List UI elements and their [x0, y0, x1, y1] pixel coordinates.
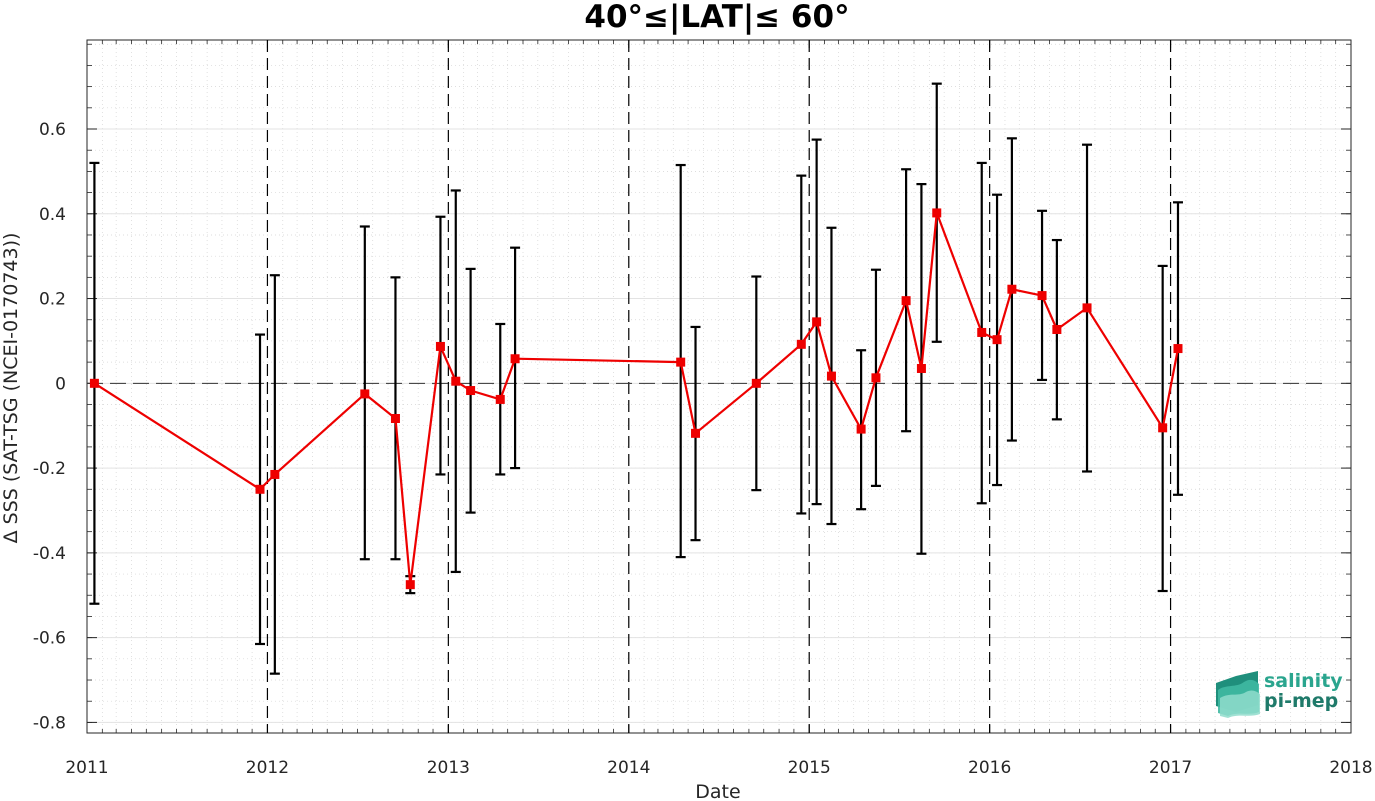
y-tick-label: -0.8 — [33, 713, 66, 733]
data-point — [405, 580, 415, 590]
data-point — [1037, 291, 1047, 301]
data-point — [390, 414, 400, 424]
data-point — [871, 373, 881, 383]
salinity-pimep-logo: salinity pi-mep — [1216, 670, 1343, 718]
x-tick-labels: 2011 2012 2013 2014 2015 2016 2017 2018 — [65, 758, 1372, 778]
data-point — [856, 424, 866, 434]
data-point — [796, 339, 806, 349]
data-point — [451, 376, 461, 386]
error-bars — [89, 82, 1183, 675]
data-point — [977, 327, 987, 337]
data-point — [1052, 324, 1062, 334]
logo-wave-icon — [1216, 671, 1260, 718]
data-point — [932, 208, 942, 218]
plot-frame — [86, 39, 1352, 734]
y-tick-label: 0.6 — [39, 120, 66, 140]
data-point — [1158, 423, 1168, 433]
series-line — [93, 211, 1180, 586]
x-tick-label: 2016 — [968, 758, 1011, 778]
data-point — [360, 389, 370, 399]
y-tick-label: -0.6 — [33, 629, 66, 649]
data-point — [901, 296, 911, 306]
x-tick-label: 2013 — [427, 758, 470, 778]
data-line — [93, 211, 1180, 586]
y-tick-label: -0.4 — [33, 544, 66, 564]
y-tick-label: 0.4 — [39, 205, 66, 225]
data-point — [270, 469, 280, 479]
data-point — [89, 378, 99, 388]
x-tick-label: 2018 — [1329, 758, 1372, 778]
chart-title: 40°≤|LAT|≤ 60° — [584, 0, 849, 35]
axes — [86, 39, 1352, 734]
data-point — [495, 394, 505, 404]
grid — [87, 40, 1351, 733]
data-point — [916, 363, 926, 373]
x-tick-label: 2014 — [607, 758, 650, 778]
reference-lines — [87, 40, 1325, 733]
data-markers — [89, 208, 1183, 590]
logo-text-salinity: salinity — [1264, 670, 1343, 692]
y-tick-label: 0 — [55, 374, 66, 394]
logo-text-pimep: pi-mep — [1264, 690, 1338, 712]
y-tick-label: 0.2 — [39, 290, 66, 310]
y-tick-label: -0.2 — [33, 459, 66, 479]
data-point — [826, 371, 836, 381]
data-point — [751, 378, 761, 388]
y-tick-labels: -0.8 -0.6 -0.4 -0.2 0 0.2 0.4 0.6 — [33, 120, 66, 733]
data-point — [1007, 284, 1017, 294]
data-point — [992, 335, 1002, 345]
x-axis-label: Date — [695, 781, 740, 801]
data-point — [1173, 344, 1183, 354]
data-point — [255, 484, 265, 494]
data-point — [510, 354, 520, 364]
x-tick-label: 2011 — [65, 758, 108, 778]
y-axis-label: Δ SSS (SAT-TSG (NCEI-0170743)) — [0, 233, 22, 544]
data-point — [466, 386, 476, 396]
data-point — [1082, 303, 1092, 313]
data-point — [676, 357, 686, 367]
x-tick-label: 2015 — [788, 758, 831, 778]
data-point — [435, 341, 445, 351]
data-point — [812, 317, 822, 327]
x-tick-label: 2012 — [246, 758, 289, 778]
x-tick-label: 2017 — [1149, 758, 1192, 778]
data-point — [691, 428, 701, 438]
